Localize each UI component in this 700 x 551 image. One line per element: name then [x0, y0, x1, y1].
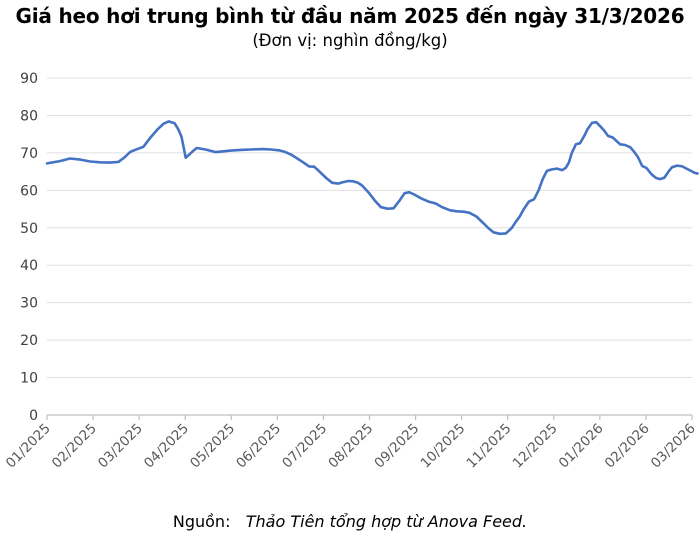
price-line [45, 120, 699, 236]
x-axis-tick-label: 12/2025 [510, 421, 561, 472]
x-axis-tick-label: 03/2025 [95, 421, 146, 472]
y-axis-tick-label: 90 [20, 71, 38, 87]
x-axis-tick-label: 03/2026 [648, 421, 699, 472]
x-axis-tick-label: 01/2026 [556, 421, 607, 472]
y-axis-tick-label: 60 [20, 183, 38, 199]
y-axis-tick-label: 30 [20, 296, 38, 312]
y-axis-tick-label: 20 [20, 333, 38, 349]
source-label: Nguồn: [172, 512, 231, 531]
chart-title: Giá heo hơi trung bình từ đầu năm 2025 đ… [15, 4, 685, 28]
x-axis-tick-label: 05/2025 [187, 421, 238, 472]
x-axis-tick-label: 06/2025 [233, 421, 284, 472]
y-axis-tick-label: 70 [20, 146, 38, 162]
x-axis-tick-label: 02/2025 [49, 421, 100, 472]
x-axis-tick-label: 01/2025 [3, 421, 54, 472]
source-line: Nguồn: Thảo Tiên tổng hợp từ Anova Feed. [0, 512, 700, 531]
x-axis-tick-label: 08/2025 [325, 421, 376, 472]
x-axis-tick-label: 04/2025 [141, 421, 192, 472]
y-axis-tick-label: 40 [20, 258, 38, 274]
x-axis-tick-label: 11/2025 [464, 421, 515, 472]
x-axis-tick-label: 02/2026 [602, 421, 653, 472]
x-axis-tick-label: 07/2025 [279, 421, 330, 472]
y-axis-tick-label: 0 [29, 408, 38, 424]
x-axis-tick-label: 09/2025 [371, 421, 422, 472]
y-axis-tick-label: 80 [20, 108, 38, 124]
y-axis-tick-label: 50 [20, 221, 38, 237]
chart-subtitle: (Đơn vị: nghìn đồng/kg) [252, 31, 448, 50]
line-chart: 0 10 20 30 40 50 60 70 80 90 01/202502/202503/2025… [3, 71, 699, 472]
y-axis-tick-label: 10 [20, 371, 38, 387]
x-axis-tick-label: 10/2025 [417, 421, 468, 472]
source-text: Thảo Tiên tổng hợp từ Anova Feed. [245, 512, 528, 531]
